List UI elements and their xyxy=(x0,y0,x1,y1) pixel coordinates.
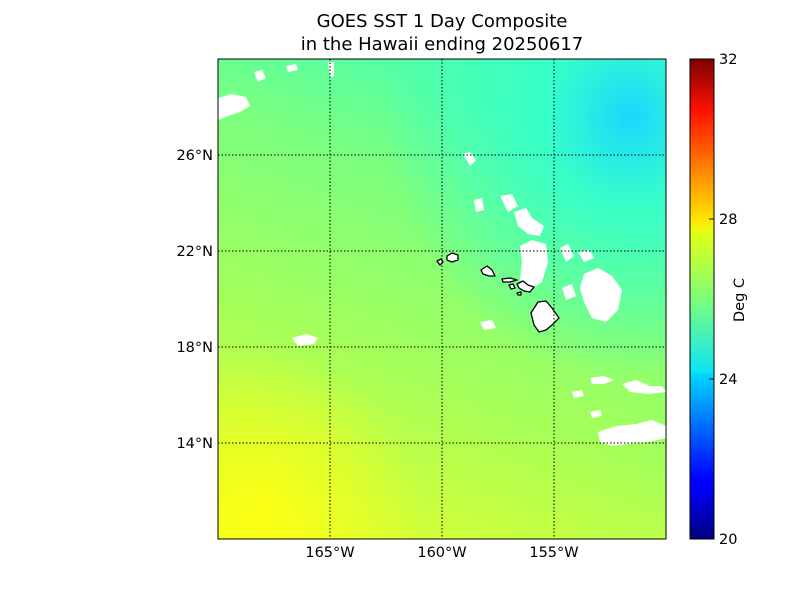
map-title: GOES SST 1 Day Composite in the Hawaii e… xyxy=(218,10,666,56)
colorbar-tick-label: 24 xyxy=(719,372,737,388)
latitude-label: 22°N xyxy=(176,244,213,260)
island-kauai xyxy=(446,252,459,263)
cloud-patch xyxy=(560,244,574,262)
island-oahu xyxy=(480,265,496,277)
title-line-1: GOES SST 1 Day Composite xyxy=(316,11,568,32)
longitude-labels: 165°W 160°W 155°W xyxy=(305,545,578,561)
island-lanai xyxy=(508,283,516,290)
hawaiian-islands xyxy=(436,252,560,333)
island-molokai xyxy=(501,277,518,283)
cloud-patch xyxy=(598,420,666,446)
island-kahoolawe xyxy=(516,291,522,296)
cloud-patch xyxy=(254,70,266,82)
cloud-patch xyxy=(572,390,584,398)
cloud-patch xyxy=(500,194,518,212)
cloud-patch xyxy=(520,240,548,290)
colorbar-gradient xyxy=(689,58,715,540)
map-frame xyxy=(217,58,667,540)
cloud-patch xyxy=(292,334,318,346)
cloud-patch xyxy=(286,64,298,72)
colorbar: 20 24 28 32 xyxy=(689,52,737,548)
colorbar-ticks: 20 24 28 32 xyxy=(709,52,737,548)
cloud-patch xyxy=(480,320,496,330)
latitude-label: 18°N xyxy=(176,340,213,356)
cloud-patch xyxy=(562,284,576,300)
cloud-mask xyxy=(218,62,666,446)
sst-heatmap xyxy=(218,59,666,539)
island-maui xyxy=(516,280,535,293)
cloud-patch xyxy=(622,380,666,394)
cloud-patch xyxy=(590,376,614,384)
cloud-patch xyxy=(580,268,622,322)
longitude-label: 155°W xyxy=(529,545,578,561)
latitude-labels: 14°N 18°N 22°N 26°N xyxy=(176,148,213,452)
cloud-patch xyxy=(463,152,476,166)
map-graticule xyxy=(218,59,666,539)
cloud-patch xyxy=(218,94,250,120)
island-hawaii xyxy=(530,300,560,333)
title-line-2: in the Hawaii ending 20250617 xyxy=(300,34,584,55)
latitude-label: 26°N xyxy=(176,148,213,164)
cloud-patch xyxy=(590,410,602,418)
longitude-label: 165°W xyxy=(305,545,354,561)
colorbar-tick-label: 32 xyxy=(719,52,737,68)
colorbar-label: Deg C xyxy=(732,277,748,323)
colorbar-tick-label: 20 xyxy=(719,532,737,548)
cloud-patch xyxy=(474,198,484,212)
colorbar-tick-label: 28 xyxy=(719,212,737,228)
longitude-label: 160°W xyxy=(417,545,466,561)
cloud-patch xyxy=(578,250,594,262)
latitude-label: 14°N xyxy=(176,436,213,452)
cloud-patch xyxy=(514,208,544,236)
